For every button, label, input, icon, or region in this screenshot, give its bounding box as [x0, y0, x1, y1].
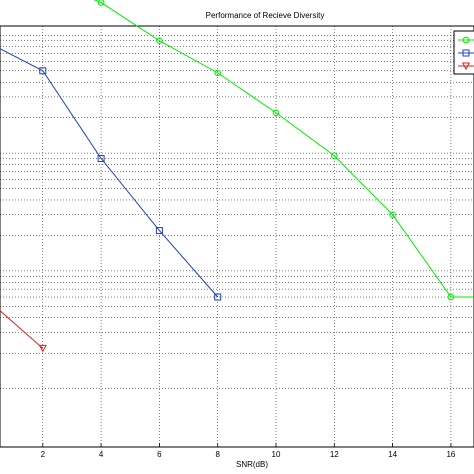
series-0-point-8	[447, 293, 455, 301]
series-1-point-2	[97, 154, 105, 162]
series-2	[0, 309, 47, 353]
series-1	[0, 48, 222, 301]
series-line-0	[93, 0, 474, 298]
series-layer	[0, 0, 474, 353]
series-1-point-1	[39, 67, 47, 75]
series-0-point-6	[331, 152, 338, 160]
series-2-point-1	[38, 344, 47, 353]
x-tick-label-1: 4	[99, 450, 104, 459]
x-tick-label-3: 8	[215, 450, 220, 459]
series-line-2	[0, 309, 44, 349]
series-line-1	[0, 48, 219, 298]
plot-area	[0, 25, 474, 448]
x-tick-label-6: 14	[388, 450, 397, 459]
x-tick-label-0: 2	[41, 450, 46, 459]
x-axis-ticks: 2 4 6 8 10 12 14 16	[41, 443, 456, 459]
series-0	[93, 0, 474, 301]
grid	[0, 26, 474, 447]
series-1-point-4	[214, 293, 222, 301]
series-0-point-2	[97, 0, 105, 6]
series-0-point-3	[156, 37, 163, 45]
x-axis-label: SNR(dB)	[236, 460, 268, 469]
legend-marker-0	[462, 36, 470, 44]
legend	[453, 30, 474, 75]
legend-marker-2	[461, 62, 471, 71]
x-tick-label-4: 10	[272, 450, 281, 459]
chart-title: Performance of Recieve Diversity	[206, 11, 325, 20]
x-tick-label-5: 12	[330, 450, 339, 459]
series-0-point-5	[272, 109, 280, 117]
x-tick-label-7: 16	[446, 450, 455, 459]
series-0-point-7	[389, 211, 396, 218]
series-0-point-4	[214, 69, 221, 77]
x-tick-label-2: 6	[157, 450, 162, 459]
series-1-point-3	[155, 227, 163, 235]
legend-marker-1	[462, 49, 470, 57]
